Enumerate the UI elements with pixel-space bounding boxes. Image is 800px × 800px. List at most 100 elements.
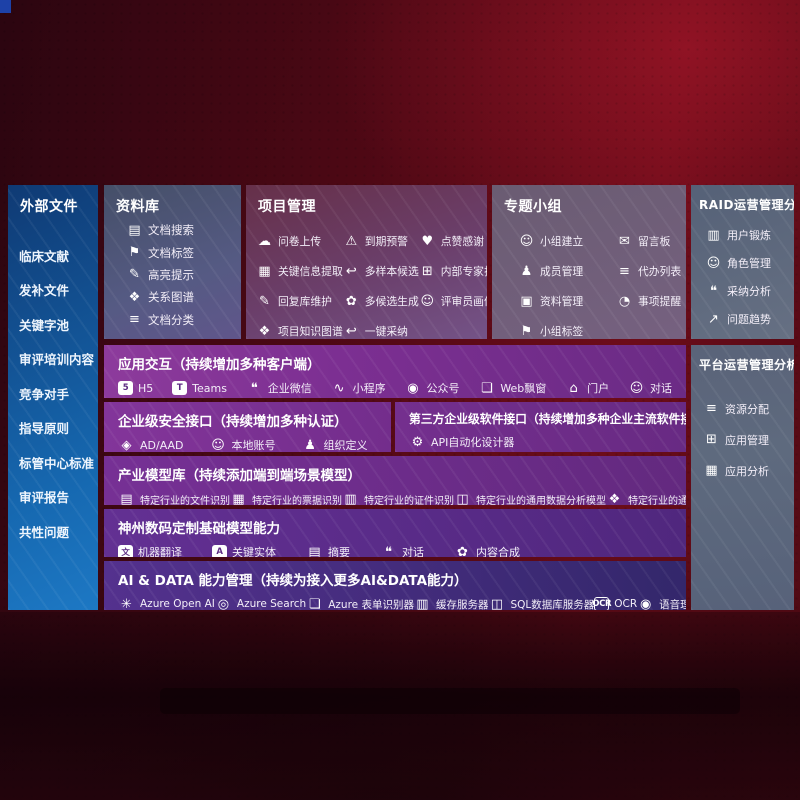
- todo-list-icon: ≡: [619, 263, 630, 279]
- sidebar-item: 共性问题: [19, 524, 70, 540]
- app-analysis-icon: ▦: [705, 463, 718, 478]
- azure-search-icon: ◎: [217, 596, 230, 611]
- cache-server-icon: ▥: [416, 596, 429, 611]
- row-title-app-interaction: 应用交互（持续增加多种客户端）: [118, 357, 321, 373]
- feature-item: ❝ 企业微信: [246, 380, 312, 396]
- user-profile-card-icon: ▥: [707, 227, 720, 243]
- feature-label: 采纳分析: [727, 285, 771, 298]
- feature-item: ❏ Web飘窗: [478, 380, 546, 396]
- wecom-icon: ❝: [250, 380, 258, 396]
- summary-icon: ▤: [308, 544, 321, 558]
- feature-label: 缓存服务器: [435, 598, 489, 611]
- feature-item: ◈ AD/AAD: [118, 437, 184, 453]
- feature-item: ≡ 文档分类: [126, 312, 241, 328]
- feature-item: ◔ 事项提醒: [616, 286, 682, 316]
- highlight-icon: ✎: [129, 267, 140, 283]
- feature-label: 关键实体: [232, 546, 276, 557]
- feature-item: T Teams: [172, 381, 227, 395]
- panel-title-document-library: 资料库: [116, 199, 160, 215]
- feature-item: ≡ 代办列表: [616, 256, 682, 286]
- project-knowledge-graph-icon: ❖: [258, 323, 271, 339]
- feature-label: 应用管理: [725, 433, 769, 447]
- feature-item: ◎ Azure Search: [215, 596, 307, 611]
- feature-item: ⊞ 应用管理: [703, 424, 794, 455]
- project-column-1: ☁ 问卷上传 ▦ 关键信息提取 ✎ 回复库维护 ❖: [256, 226, 343, 339]
- dialogue-people-icon: ☺: [629, 380, 644, 396]
- feature-label: SQL数据库服务器: [510, 598, 595, 611]
- reviewer-profile-icon: ☺: [420, 293, 435, 309]
- feature-item: ❖ 项目知识图谱: [256, 316, 343, 339]
- base-model-list: 文 机器翻译 A 关键实体 ▤ 摘要 ❝ 对话: [118, 544, 672, 557]
- feature-item: ◉ 语音理解: [637, 596, 686, 611]
- feature-item: ☁ 问卷上传: [256, 226, 343, 256]
- feature-label: 文档搜索: [148, 223, 194, 238]
- feature-label: 回复库维护: [278, 295, 332, 308]
- issue-trend-icon: ↗: [708, 311, 719, 327]
- thirdparty-list: ⚙ API自动化设计器: [409, 434, 672, 450]
- reminder-bell-icon: ◔: [618, 293, 631, 309]
- speech-understanding-icon: ◉: [639, 596, 652, 611]
- feature-label: 到期预警: [364, 235, 408, 248]
- expert-ranking-icon: ⊞: [421, 263, 433, 279]
- feature-label: 特定行业的票据识别: [252, 495, 342, 506]
- sidebar-item: 标管中心标准: [19, 455, 95, 471]
- questionnaire-upload-icon: ☁: [258, 233, 271, 249]
- feature-item: ✎ 回复库维护: [256, 286, 343, 316]
- machine-translation-icon: 文: [118, 545, 133, 557]
- feature-item: ♥ 点赞感谢: [419, 226, 487, 256]
- feature-item: ❖ 特定行业的通用知识图谱模型: [606, 491, 686, 506]
- background-bottom-shade: [0, 612, 800, 800]
- feature-item: ⚙ API自动化设计器: [409, 434, 515, 450]
- industry-file-recognition-icon: ▤: [120, 491, 133, 506]
- feature-item: ▥ 缓存服务器: [414, 596, 489, 611]
- panel-raid-ops-analysis: RAID运营管理分析 ▥ 用户锻炼 ☺ 角色管理 ❝ 采纳分析: [691, 185, 794, 339]
- feature-item: ❝ 采纳分析: [705, 277, 794, 305]
- feature-label: Web飘窗: [500, 382, 547, 395]
- adoption-analysis-icon: ❝: [710, 283, 717, 299]
- feature-item: ✎ 高亮提示: [126, 267, 241, 283]
- sidebar-item: 发补文件: [19, 283, 70, 299]
- project-columns: ☁ 问卷上传 ▦ 关键信息提取 ✎ 回复库维护 ❖: [246, 216, 487, 339]
- sidebar-item: 临床文献: [19, 248, 70, 264]
- feature-label: 摘要: [328, 546, 350, 557]
- feature-item: ⌂ 门户: [565, 380, 610, 396]
- feature-label: Azure Search: [236, 598, 307, 610]
- feature-item: ⚑ 小组标签: [518, 316, 616, 339]
- sidebar-item: 审评报告: [19, 490, 70, 506]
- corner-accent-square: [0, 0, 11, 13]
- row-industry-model-library: 产业模型库（持续添加端到端场景模型） ▤ 特定行业的文件识别 ▦ 特定行业的票据…: [104, 456, 686, 505]
- key-info-extract-icon: ▦: [258, 263, 271, 279]
- feature-label: 多样本候选: [364, 265, 419, 278]
- feature-item: ▤ 摘要: [306, 544, 350, 558]
- group-create-icon: ☺: [519, 233, 534, 249]
- feature-item: ▥ 用户锻炼: [705, 221, 794, 249]
- ocr-icon: OCR: [592, 597, 612, 610]
- feature-item: ↩ 多样本候选: [343, 256, 419, 286]
- background-bottom-strip: [160, 688, 740, 714]
- feature-label: 小组建立: [540, 235, 584, 248]
- feature-label: 内部专家排名: [440, 265, 487, 278]
- app-manage-icon: ⊞: [706, 432, 717, 447]
- miniprogram-icon: ∿: [333, 380, 345, 396]
- feature-item: ⚠ 到期预警: [343, 226, 419, 256]
- feature-item: ↩ 一键采纳: [343, 316, 419, 339]
- like-thanks-icon: ♥: [421, 233, 434, 249]
- feature-label: 特定行业的通用数据分析模型: [476, 495, 606, 506]
- ai-data-list: ✳ Azure Open AI ◎ Azure Search ❏ Azure 表…: [118, 596, 686, 611]
- row-custom-base-model: 神州数码定制基础模型能力 文 机器翻译 A 关键实体 ▤ 摘要: [104, 509, 686, 557]
- feature-label: API自动化设计器: [431, 436, 515, 449]
- sidebar-item: 指导原则: [19, 421, 70, 437]
- sidebar-item: 审评培训内容: [19, 352, 95, 368]
- feature-label: 对话: [649, 382, 672, 395]
- feature-label: 关系图谱: [148, 290, 194, 305]
- feature-label: Azure 表单识别器: [328, 598, 414, 611]
- feature-label: 角色管理: [727, 257, 771, 270]
- feature-item: ▤ 特定行业的文件识别: [118, 491, 230, 506]
- org-definition-icon: ♟: [304, 437, 316, 453]
- feature-item: ☺ 对话: [628, 380, 672, 396]
- row-title-thirdparty: 第三方企业级软件接口（持续增加多种企业主流软件接口）: [409, 412, 686, 426]
- feature-item: 文 机器翻译: [118, 544, 182, 557]
- reply-library-icon: ✎: [259, 293, 270, 309]
- member-manage-icon: ♟: [520, 263, 533, 279]
- row-ai-data-capability: AI & DATA 能力管理（持续为接入更多AI&DATA能力） ✳ Azure…: [104, 561, 686, 610]
